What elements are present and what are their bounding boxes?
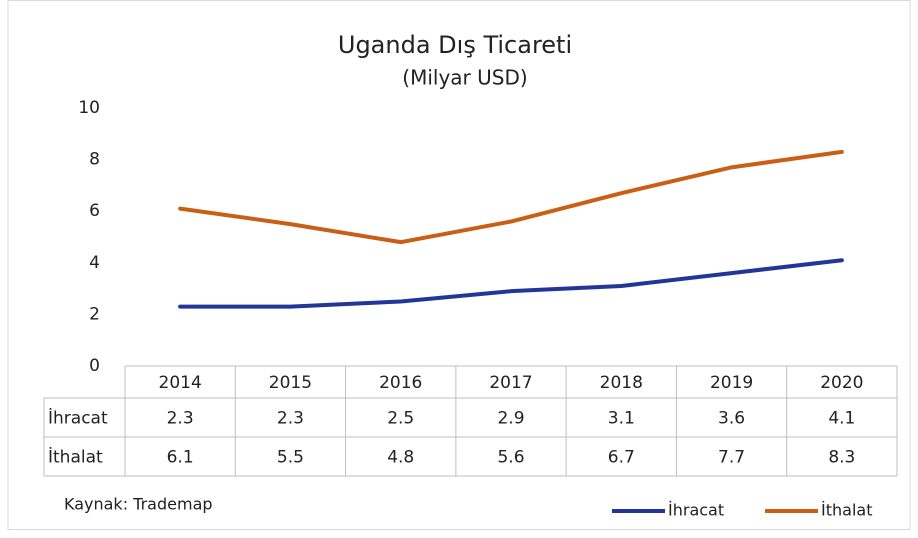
legend-label: İhracat bbox=[668, 501, 724, 520]
series-line bbox=[178, 258, 844, 309]
x-tick-label: 2018 bbox=[600, 373, 643, 393]
x-tick-label: 2019 bbox=[710, 373, 753, 393]
y-tick-label: 0 bbox=[89, 356, 100, 376]
table-cell: 4.8 bbox=[387, 448, 414, 468]
series-line bbox=[178, 149, 844, 245]
y-tick-label: 8 bbox=[89, 150, 100, 170]
table-row-header: İthalat bbox=[48, 447, 103, 468]
table-row-header: İhracat bbox=[48, 408, 108, 429]
source-note: Kaynak: Trademap bbox=[64, 495, 213, 514]
table-cell: 4.1 bbox=[828, 409, 855, 429]
table-cell: 6.1 bbox=[167, 448, 194, 468]
table-cell: 7.7 bbox=[718, 448, 745, 468]
table-cell: 5.5 bbox=[277, 448, 304, 468]
x-tick-label: 2014 bbox=[159, 373, 202, 393]
legend-label: İthalat bbox=[821, 501, 872, 520]
table-cell: 8.3 bbox=[828, 448, 855, 468]
chart-frame bbox=[7, 0, 911, 530]
y-tick-label: 10 bbox=[78, 98, 100, 118]
table-cell: 5.6 bbox=[497, 448, 524, 468]
table-cell: 6.7 bbox=[608, 448, 635, 468]
x-tick-label: 2016 bbox=[379, 373, 422, 393]
y-tick-label: 2 bbox=[89, 304, 100, 324]
x-tick-label: 2015 bbox=[269, 373, 312, 393]
chart-subtitle: (Milyar USD) bbox=[402, 66, 527, 90]
x-tick-label: 2017 bbox=[489, 373, 532, 393]
table-cell: 2.5 bbox=[387, 409, 414, 429]
chart-title: Uganda Dış Ticareti bbox=[338, 31, 572, 59]
table-cell: 3.6 bbox=[718, 409, 745, 429]
table-cell: 2.3 bbox=[167, 409, 194, 429]
table-cell: 2.3 bbox=[277, 409, 304, 429]
y-tick-label: 4 bbox=[89, 253, 100, 273]
y-tick-label: 6 bbox=[89, 201, 100, 221]
table-cell: 2.9 bbox=[497, 409, 524, 429]
x-tick-label: 2020 bbox=[820, 373, 863, 393]
table-cell: 3.1 bbox=[608, 409, 635, 429]
